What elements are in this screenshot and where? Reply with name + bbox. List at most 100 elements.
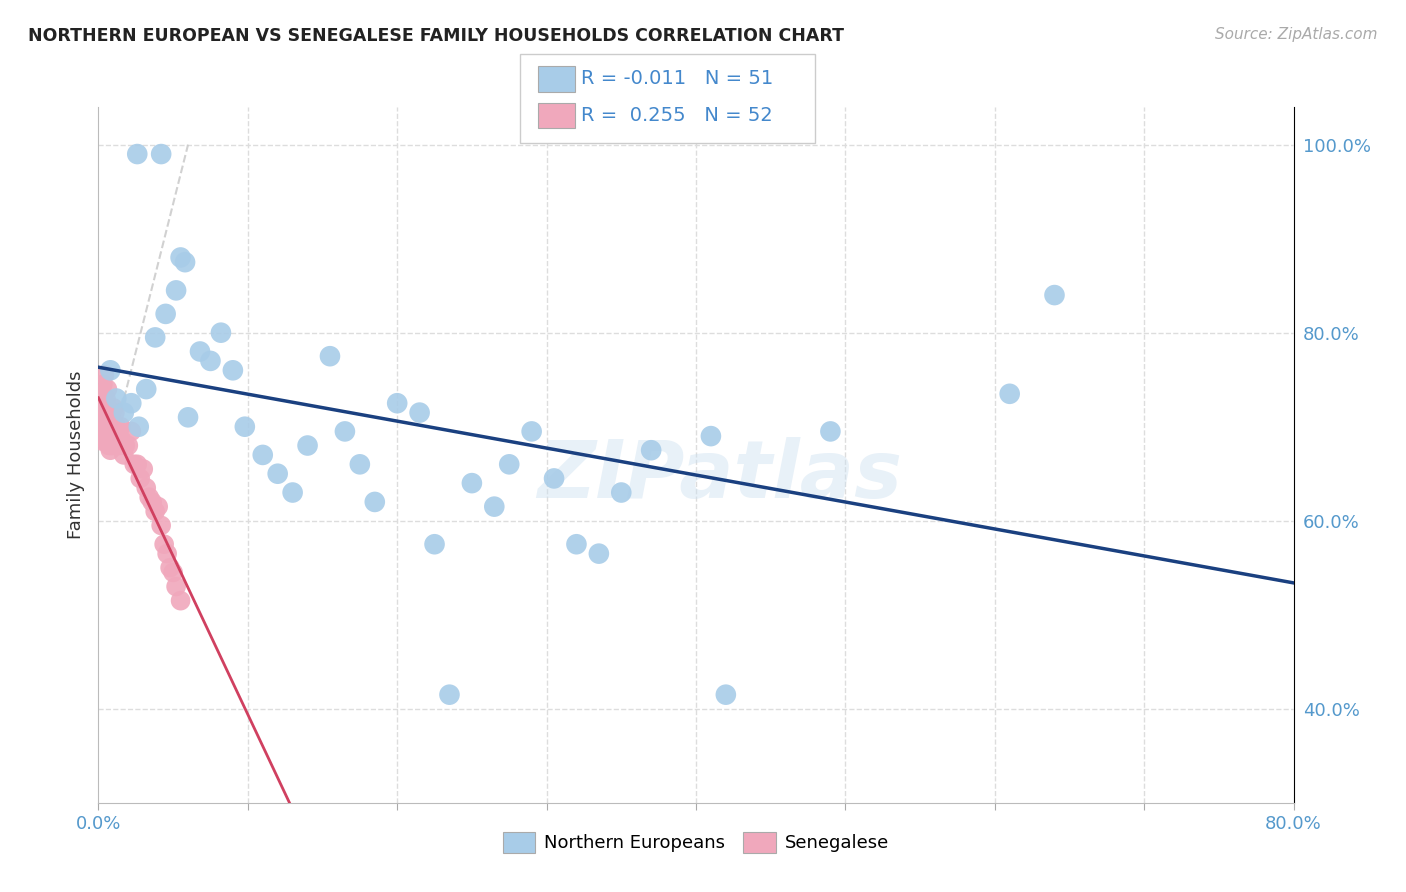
Point bbox=[98, 410, 122, 425]
Point bbox=[114, 438, 136, 452]
Point bbox=[297, 438, 319, 452]
Point bbox=[252, 448, 274, 462]
Point bbox=[110, 419, 132, 434]
Point bbox=[177, 410, 200, 425]
Point bbox=[127, 458, 149, 472]
Point bbox=[155, 307, 177, 321]
Point bbox=[90, 415, 112, 429]
Text: R =  0.255   N = 52: R = 0.255 N = 52 bbox=[581, 105, 772, 125]
Point bbox=[209, 326, 232, 340]
Point bbox=[820, 425, 842, 439]
Point bbox=[156, 547, 179, 561]
Point bbox=[141, 495, 163, 509]
Point bbox=[89, 425, 111, 439]
Point bbox=[588, 547, 610, 561]
Point bbox=[165, 284, 187, 298]
Point bbox=[233, 419, 256, 434]
Y-axis label: Family Households: Family Households bbox=[66, 371, 84, 539]
Point bbox=[319, 349, 342, 363]
Point bbox=[138, 490, 160, 504]
Point bbox=[96, 434, 118, 448]
Point bbox=[96, 406, 118, 420]
Point bbox=[124, 458, 146, 472]
Text: ZIPatlas: ZIPatlas bbox=[537, 437, 903, 515]
Legend: Northern Europeans, Senegalese: Northern Europeans, Senegalese bbox=[495, 824, 897, 860]
Point bbox=[97, 438, 120, 452]
Point bbox=[333, 425, 356, 439]
Point bbox=[101, 438, 124, 452]
Point bbox=[93, 368, 115, 382]
Point bbox=[150, 518, 173, 533]
Point bbox=[90, 386, 112, 401]
Point bbox=[90, 434, 112, 448]
Point bbox=[640, 443, 662, 458]
Point bbox=[143, 504, 166, 518]
Point bbox=[423, 537, 446, 551]
Point bbox=[112, 448, 135, 462]
Point bbox=[93, 419, 115, 434]
Point bbox=[120, 396, 142, 410]
Point bbox=[91, 377, 114, 392]
Point bbox=[89, 406, 111, 420]
Point bbox=[143, 330, 166, 344]
Point bbox=[128, 419, 150, 434]
Point bbox=[148, 500, 170, 514]
Point bbox=[520, 425, 543, 439]
Text: Source: ZipAtlas.com: Source: ZipAtlas.com bbox=[1215, 27, 1378, 42]
Point bbox=[188, 344, 211, 359]
Point bbox=[101, 415, 124, 429]
Point bbox=[222, 363, 245, 377]
Point bbox=[484, 500, 506, 514]
Point bbox=[105, 419, 128, 434]
Text: R = -0.011   N = 51: R = -0.011 N = 51 bbox=[581, 69, 773, 88]
Point bbox=[165, 580, 187, 594]
Point bbox=[104, 406, 127, 420]
Point bbox=[267, 467, 290, 481]
Point bbox=[112, 406, 135, 420]
Point bbox=[714, 688, 737, 702]
Point bbox=[174, 255, 197, 269]
Point bbox=[108, 438, 131, 452]
Text: NORTHERN EUROPEAN VS SENEGALESE FAMILY HOUSEHOLDS CORRELATION CHART: NORTHERN EUROPEAN VS SENEGALESE FAMILY H… bbox=[28, 27, 844, 45]
Point bbox=[349, 458, 371, 472]
Point bbox=[127, 147, 149, 161]
Point bbox=[135, 382, 157, 396]
Point bbox=[281, 485, 304, 500]
Point bbox=[153, 537, 176, 551]
Point bbox=[103, 401, 125, 415]
Point bbox=[408, 406, 430, 420]
Point bbox=[169, 593, 191, 607]
Point bbox=[111, 434, 134, 448]
Point bbox=[97, 410, 120, 425]
Point bbox=[135, 481, 157, 495]
Point bbox=[150, 147, 173, 161]
Point bbox=[98, 363, 122, 377]
Point bbox=[169, 251, 191, 265]
Point bbox=[162, 566, 184, 580]
Point bbox=[159, 560, 181, 574]
Point bbox=[565, 537, 588, 551]
Point bbox=[93, 401, 115, 415]
Point bbox=[610, 485, 633, 500]
Point bbox=[105, 392, 128, 406]
Point bbox=[98, 425, 122, 439]
Point bbox=[132, 462, 155, 476]
Point bbox=[498, 458, 520, 472]
Point bbox=[364, 495, 387, 509]
Point bbox=[96, 382, 118, 396]
Point bbox=[998, 386, 1021, 401]
Point bbox=[94, 415, 117, 429]
Point bbox=[103, 425, 125, 439]
Point bbox=[94, 392, 117, 406]
Point bbox=[94, 434, 117, 448]
Point bbox=[700, 429, 723, 443]
Point bbox=[117, 438, 139, 452]
Point bbox=[120, 425, 142, 439]
Point bbox=[543, 471, 565, 485]
Point bbox=[1043, 288, 1066, 302]
Point bbox=[98, 443, 122, 458]
Point bbox=[439, 688, 461, 702]
Point bbox=[200, 354, 222, 368]
Point bbox=[385, 396, 409, 410]
Point bbox=[129, 471, 152, 485]
